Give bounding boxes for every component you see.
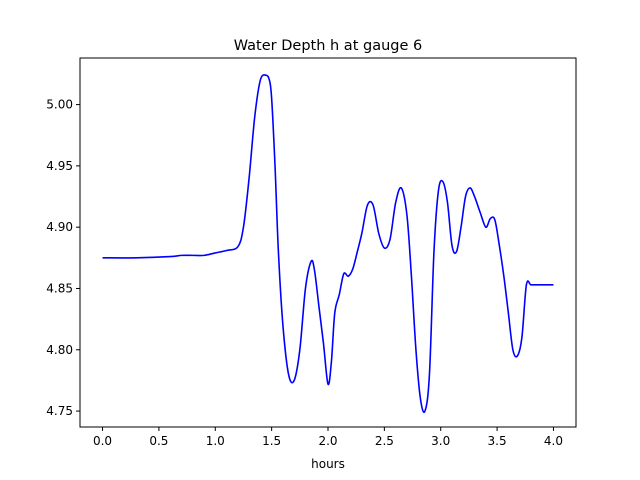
series-line [102,74,554,414]
y-tick-label: 4.95 [46,159,73,173]
chart-title: Water Depth h at gauge 6 [234,38,422,54]
x-tick-label: 2.5 [375,434,394,448]
y-tick-label: 4.80 [46,343,73,357]
x-tick-label: 2.0 [318,434,337,448]
x-tick-label: 0.0 [93,434,112,448]
plot-area [102,74,554,414]
x-tick-label: 3.5 [488,434,507,448]
x-axis: 0.0 0.5 1.0 1.5 2.0 2.5 3.0 3.5 4.0 [93,427,563,448]
x-tick-label: 4.0 [544,434,563,448]
x-tick-label: 1.0 [206,434,225,448]
y-tick-label: 5.00 [46,98,73,112]
y-axis: 4.75 4.80 4.85 4.90 4.95 5.00 [46,98,80,418]
y-tick-label: 4.85 [46,281,73,295]
x-axis-label: hours [311,457,345,471]
y-tick-label: 4.75 [46,404,73,418]
x-tick-label: 0.5 [149,434,168,448]
x-tick-label: 1.5 [262,434,281,448]
y-tick-label: 4.90 [46,220,73,234]
x-tick-label: 3.0 [431,434,450,448]
